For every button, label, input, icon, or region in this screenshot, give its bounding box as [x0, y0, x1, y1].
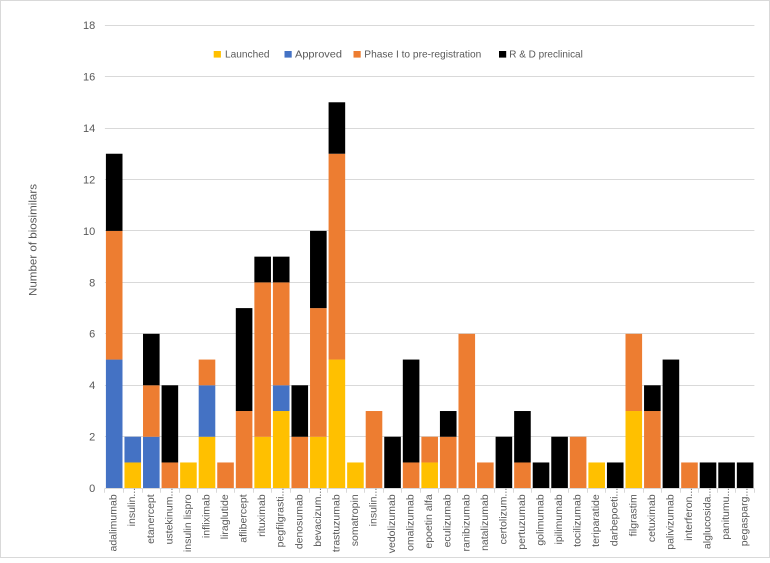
- svg-text:rituximab: rituximab: [256, 494, 268, 537]
- svg-text:12: 12: [83, 174, 95, 186]
- svg-text:R & D preclinical: R & D preclinical: [509, 49, 583, 61]
- svg-text:denosumab: denosumab: [293, 494, 305, 549]
- svg-text:Approved: Approved: [295, 49, 342, 61]
- svg-text:insulin...: insulin...: [126, 488, 138, 527]
- svg-text:filgrastim: filgrastim: [627, 494, 639, 536]
- svg-text:insulin lispro: insulin lispro: [182, 494, 194, 552]
- svg-text:epoetin alfa: epoetin alfa: [423, 494, 435, 548]
- svg-text:ranibizumab: ranibizumab: [460, 494, 472, 551]
- svg-text:16: 16: [83, 71, 95, 83]
- svg-text:Number of biosimilars: Number of biosimilars: [28, 183, 40, 296]
- svg-text:tocilizumab: tocilizumab: [572, 494, 584, 547]
- svg-text:omalizumab: omalizumab: [405, 494, 417, 551]
- svg-text:cetuximab: cetuximab: [646, 494, 658, 542]
- svg-text:Launched: Launched: [225, 49, 270, 61]
- svg-text:bevacizum...: bevacizum...: [312, 488, 324, 547]
- svg-text:palivizumab: palivizumab: [664, 494, 676, 550]
- svg-text:10: 10: [83, 226, 95, 238]
- svg-text:eculizumab: eculizumab: [442, 494, 454, 547]
- svg-text:0: 0: [89, 483, 95, 495]
- svg-text:pertuzumab: pertuzumab: [516, 494, 528, 550]
- svg-text:insulin...: insulin...: [367, 488, 379, 527]
- svg-text:golimumab: golimumab: [534, 494, 546, 546]
- svg-text:pegasparg...: pegasparg...: [739, 488, 751, 546]
- svg-text:vedolizumab: vedolizumab: [386, 494, 398, 553]
- svg-text:ipilimumab: ipilimumab: [553, 494, 565, 544]
- svg-text:adalimumab: adalimumab: [108, 494, 120, 551]
- svg-text:18: 18: [83, 20, 95, 32]
- svg-text:natalizumab: natalizumab: [479, 494, 491, 551]
- svg-text:alglucosida...: alglucosida...: [702, 488, 714, 549]
- svg-text:darbepoeti...: darbepoeti...: [609, 488, 621, 546]
- svg-text:aflibercept: aflibercept: [238, 494, 250, 543]
- svg-text:infliximab: infliximab: [200, 494, 212, 538]
- svg-text:2: 2: [89, 432, 95, 444]
- svg-text:8: 8: [89, 277, 95, 289]
- svg-text:14: 14: [83, 123, 95, 135]
- svg-text:interferon...: interferon...: [683, 488, 695, 541]
- svg-text:pegfilgrasti...: pegfilgrasti...: [275, 488, 287, 548]
- svg-text:Phase I to pre-registration: Phase I to pre-registration: [364, 49, 481, 61]
- svg-text:teriparatide: teriparatide: [590, 494, 602, 547]
- svg-text:6: 6: [89, 329, 95, 341]
- svg-text:trastuzumab: trastuzumab: [330, 494, 342, 552]
- svg-text:etanercept: etanercept: [145, 494, 157, 544]
- svg-text:4: 4: [89, 380, 95, 392]
- svg-text:ustekinum...: ustekinum...: [163, 488, 175, 545]
- svg-text:somatropin: somatropin: [349, 494, 361, 546]
- svg-text:liraglutide: liraglutide: [219, 494, 231, 539]
- svg-text:certolizum...: certolizum...: [497, 488, 509, 545]
- svg-text:panitumu...: panitumu...: [720, 488, 732, 540]
